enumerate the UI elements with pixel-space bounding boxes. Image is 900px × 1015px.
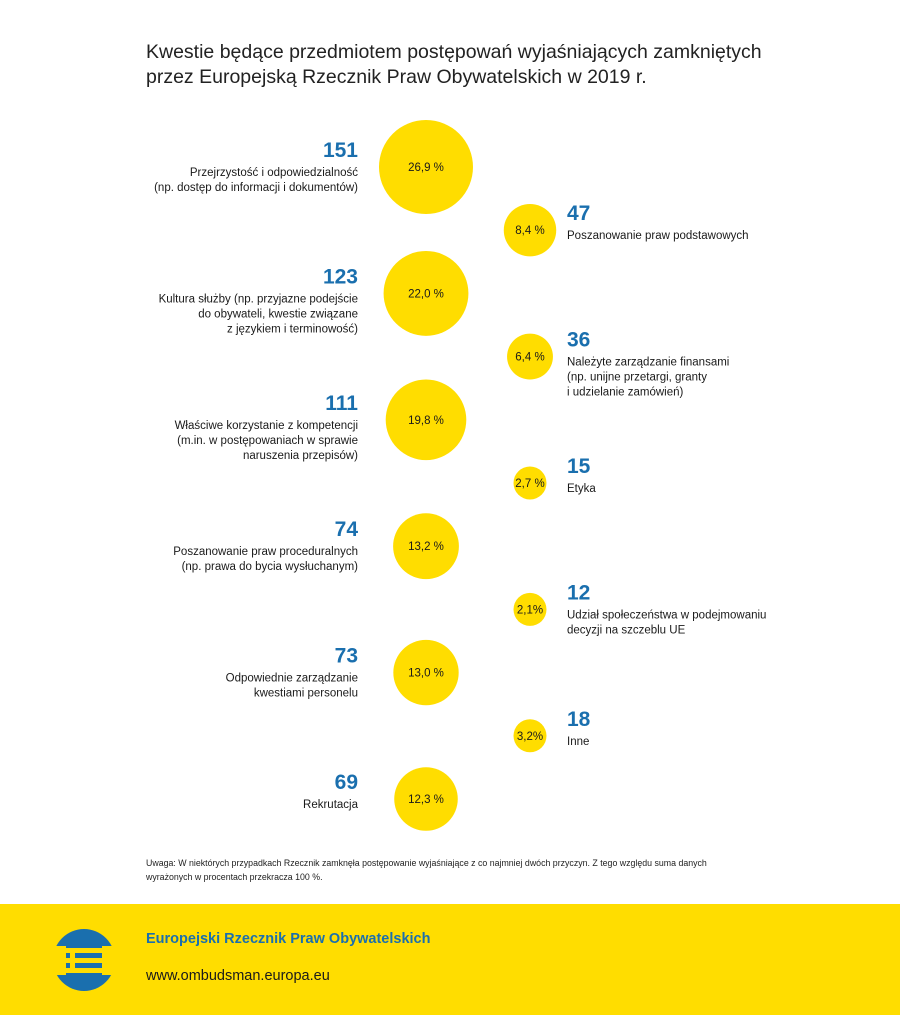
footnote-line2: wyrażonych w procentach przekracza 100 %… bbox=[146, 872, 323, 882]
bubble-percent-label: 6,4 % bbox=[515, 352, 544, 364]
bubble-category-label: do obywateli, kwestie związane bbox=[198, 308, 358, 320]
bubble-percent-label: 22,0 % bbox=[408, 288, 444, 300]
bubble-percent-label: 19,8 % bbox=[408, 415, 444, 427]
bubble-category-label: Kultura służby (np. przyjazne podejście bbox=[159, 293, 358, 305]
bubble-item: 6,4 % 36 Należyte zarządzanie finansami (np… bbox=[507, 329, 729, 399]
ombudsman-logo-icon bbox=[52, 929, 116, 991]
footer-url[interactable]: www.ombudsman.europa.eu bbox=[146, 968, 330, 984]
bubble-category-label: (np. dostęp do informacji i dokumentów) bbox=[154, 182, 358, 194]
bubble-category-label: Inne bbox=[567, 736, 589, 748]
bubble-item: 8,4 % 47 Poszanowanie praw podstawowych bbox=[503, 202, 749, 257]
footer-org-name: Europejski Rzecznik Praw Obywatelskich bbox=[146, 931, 431, 947]
bubble-category-label: z językiem i terminowość) bbox=[227, 323, 358, 335]
bubble-category-label: Poszanowanie praw proceduralnych bbox=[173, 546, 358, 558]
bubble-percent-label: 13,0 % bbox=[408, 668, 444, 680]
chart-title-line1: Kwestie będące przedmiotem postępowań wy… bbox=[146, 41, 762, 63]
bubble-count: 36 bbox=[567, 329, 590, 352]
bubble-count: 12 bbox=[567, 581, 590, 604]
bubble-item: 3,2% 18 Inne bbox=[513, 708, 591, 753]
bubble-item: 2,7 % 15 Etyka bbox=[513, 455, 596, 500]
bubble-percent-label: 13,2 % bbox=[408, 541, 444, 553]
bubble-item: 19,8 % 111 Właściwe korzystanie z kompeten… bbox=[175, 379, 467, 462]
bubble-category-label: decyzji na szczeblu UE bbox=[567, 624, 686, 636]
bubble-category-label: Należyte zarządzanie finansami bbox=[567, 357, 729, 369]
bubble-percent-label: 8,4 % bbox=[515, 225, 544, 237]
bubble-item: 22,0 % 123 Kultura służby (np. przyjazne p… bbox=[159, 250, 469, 336]
bubble-category-label: kwestiami personelu bbox=[254, 688, 358, 700]
bubble-count: 18 bbox=[567, 708, 591, 731]
bubble-category-label: (np. unijne przetargi, granty bbox=[567, 372, 707, 384]
bubble-percent-label: 12,3 % bbox=[408, 794, 444, 806]
bubble-category-label: Właściwe korzystanie z kompetencji bbox=[175, 420, 358, 432]
bubble-count: 111 bbox=[325, 392, 358, 415]
bubble-percent-label: 2,7 % bbox=[515, 478, 544, 490]
bubble bbox=[393, 513, 459, 580]
bubble bbox=[507, 333, 553, 380]
bubble-item: 2,1% 12 Udział społeczeństwa w podejmowani… bbox=[513, 581, 766, 636]
bubble-percent-label: 26,9 % bbox=[408, 162, 444, 174]
bubble-item: 12,3 % 69 Rekrutacja bbox=[303, 767, 458, 831]
bubble-count: 47 bbox=[567, 202, 590, 225]
bubble-count: 74 bbox=[335, 518, 359, 541]
bubble-percent-label: 3,2% bbox=[517, 731, 543, 743]
bubble-category-label: (np. prawa do bycia wysłuchanym) bbox=[182, 561, 359, 573]
footnote: Uwaga: W niektórych przypadkach Rzecznik… bbox=[146, 856, 806, 884]
bubble bbox=[394, 767, 458, 831]
bubble-chart: 26,9 % 151 Przejrzystość i odpowiedzialnoś… bbox=[154, 120, 766, 831]
footnote-line1: Uwaga: W niektórych przypadkach Rzecznik… bbox=[146, 858, 707, 868]
bubble-category-label: Odpowiednie zarządzanie bbox=[226, 673, 358, 685]
bubble bbox=[513, 719, 547, 753]
bubble-category-label: Rekrutacja bbox=[303, 799, 359, 811]
bubble-category-label: (m.in. w postępowaniach w sprawie bbox=[177, 435, 358, 447]
bubble-percent-label: 2,1% bbox=[517, 604, 543, 616]
bubble bbox=[379, 120, 473, 214]
bubble-item: 26,9 % 151 Przejrzystość i odpowiedzialnoś… bbox=[154, 120, 473, 214]
bubble-category-label: naruszenia przepisów) bbox=[243, 450, 358, 462]
bubble-count: 15 bbox=[567, 455, 591, 478]
bubble-count: 69 bbox=[335, 771, 358, 794]
chart-title: Kwestie będące przedmiotem postępowań wy… bbox=[146, 40, 846, 90]
bubble bbox=[383, 250, 469, 336]
bubble bbox=[385, 379, 467, 461]
bubble-category-label: Poszanowanie praw podstawowych bbox=[567, 230, 749, 242]
bubble bbox=[513, 592, 547, 626]
bubble-item: 13,2 % 74 Poszanowanie praw proceduralnych… bbox=[173, 513, 459, 580]
footer-banner: Europejski Rzecznik Praw Obywatelskich w… bbox=[0, 904, 900, 1015]
bubble bbox=[513, 466, 547, 500]
bubble-count: 123 bbox=[323, 265, 358, 288]
bubble-count: 151 bbox=[323, 139, 358, 162]
bubble-category-label: Etyka bbox=[567, 483, 596, 495]
bubble bbox=[503, 203, 557, 257]
bubble-item: 13,0 % 73 Odpowiednie zarządzanie kwestiami… bbox=[226, 639, 459, 706]
bubble bbox=[393, 639, 459, 706]
bubble-category-label: i udzielanie zamówień) bbox=[567, 387, 684, 399]
bubble-category-label: Udział społeczeństwa w podejmowaniu bbox=[567, 609, 766, 621]
bubble-count: 73 bbox=[335, 645, 358, 668]
chart-title-line2: przez Europejską Rzecznik Praw Obywatels… bbox=[146, 66, 647, 88]
bubble-category-label: Przejrzystość i odpowiedzialność bbox=[190, 167, 358, 179]
